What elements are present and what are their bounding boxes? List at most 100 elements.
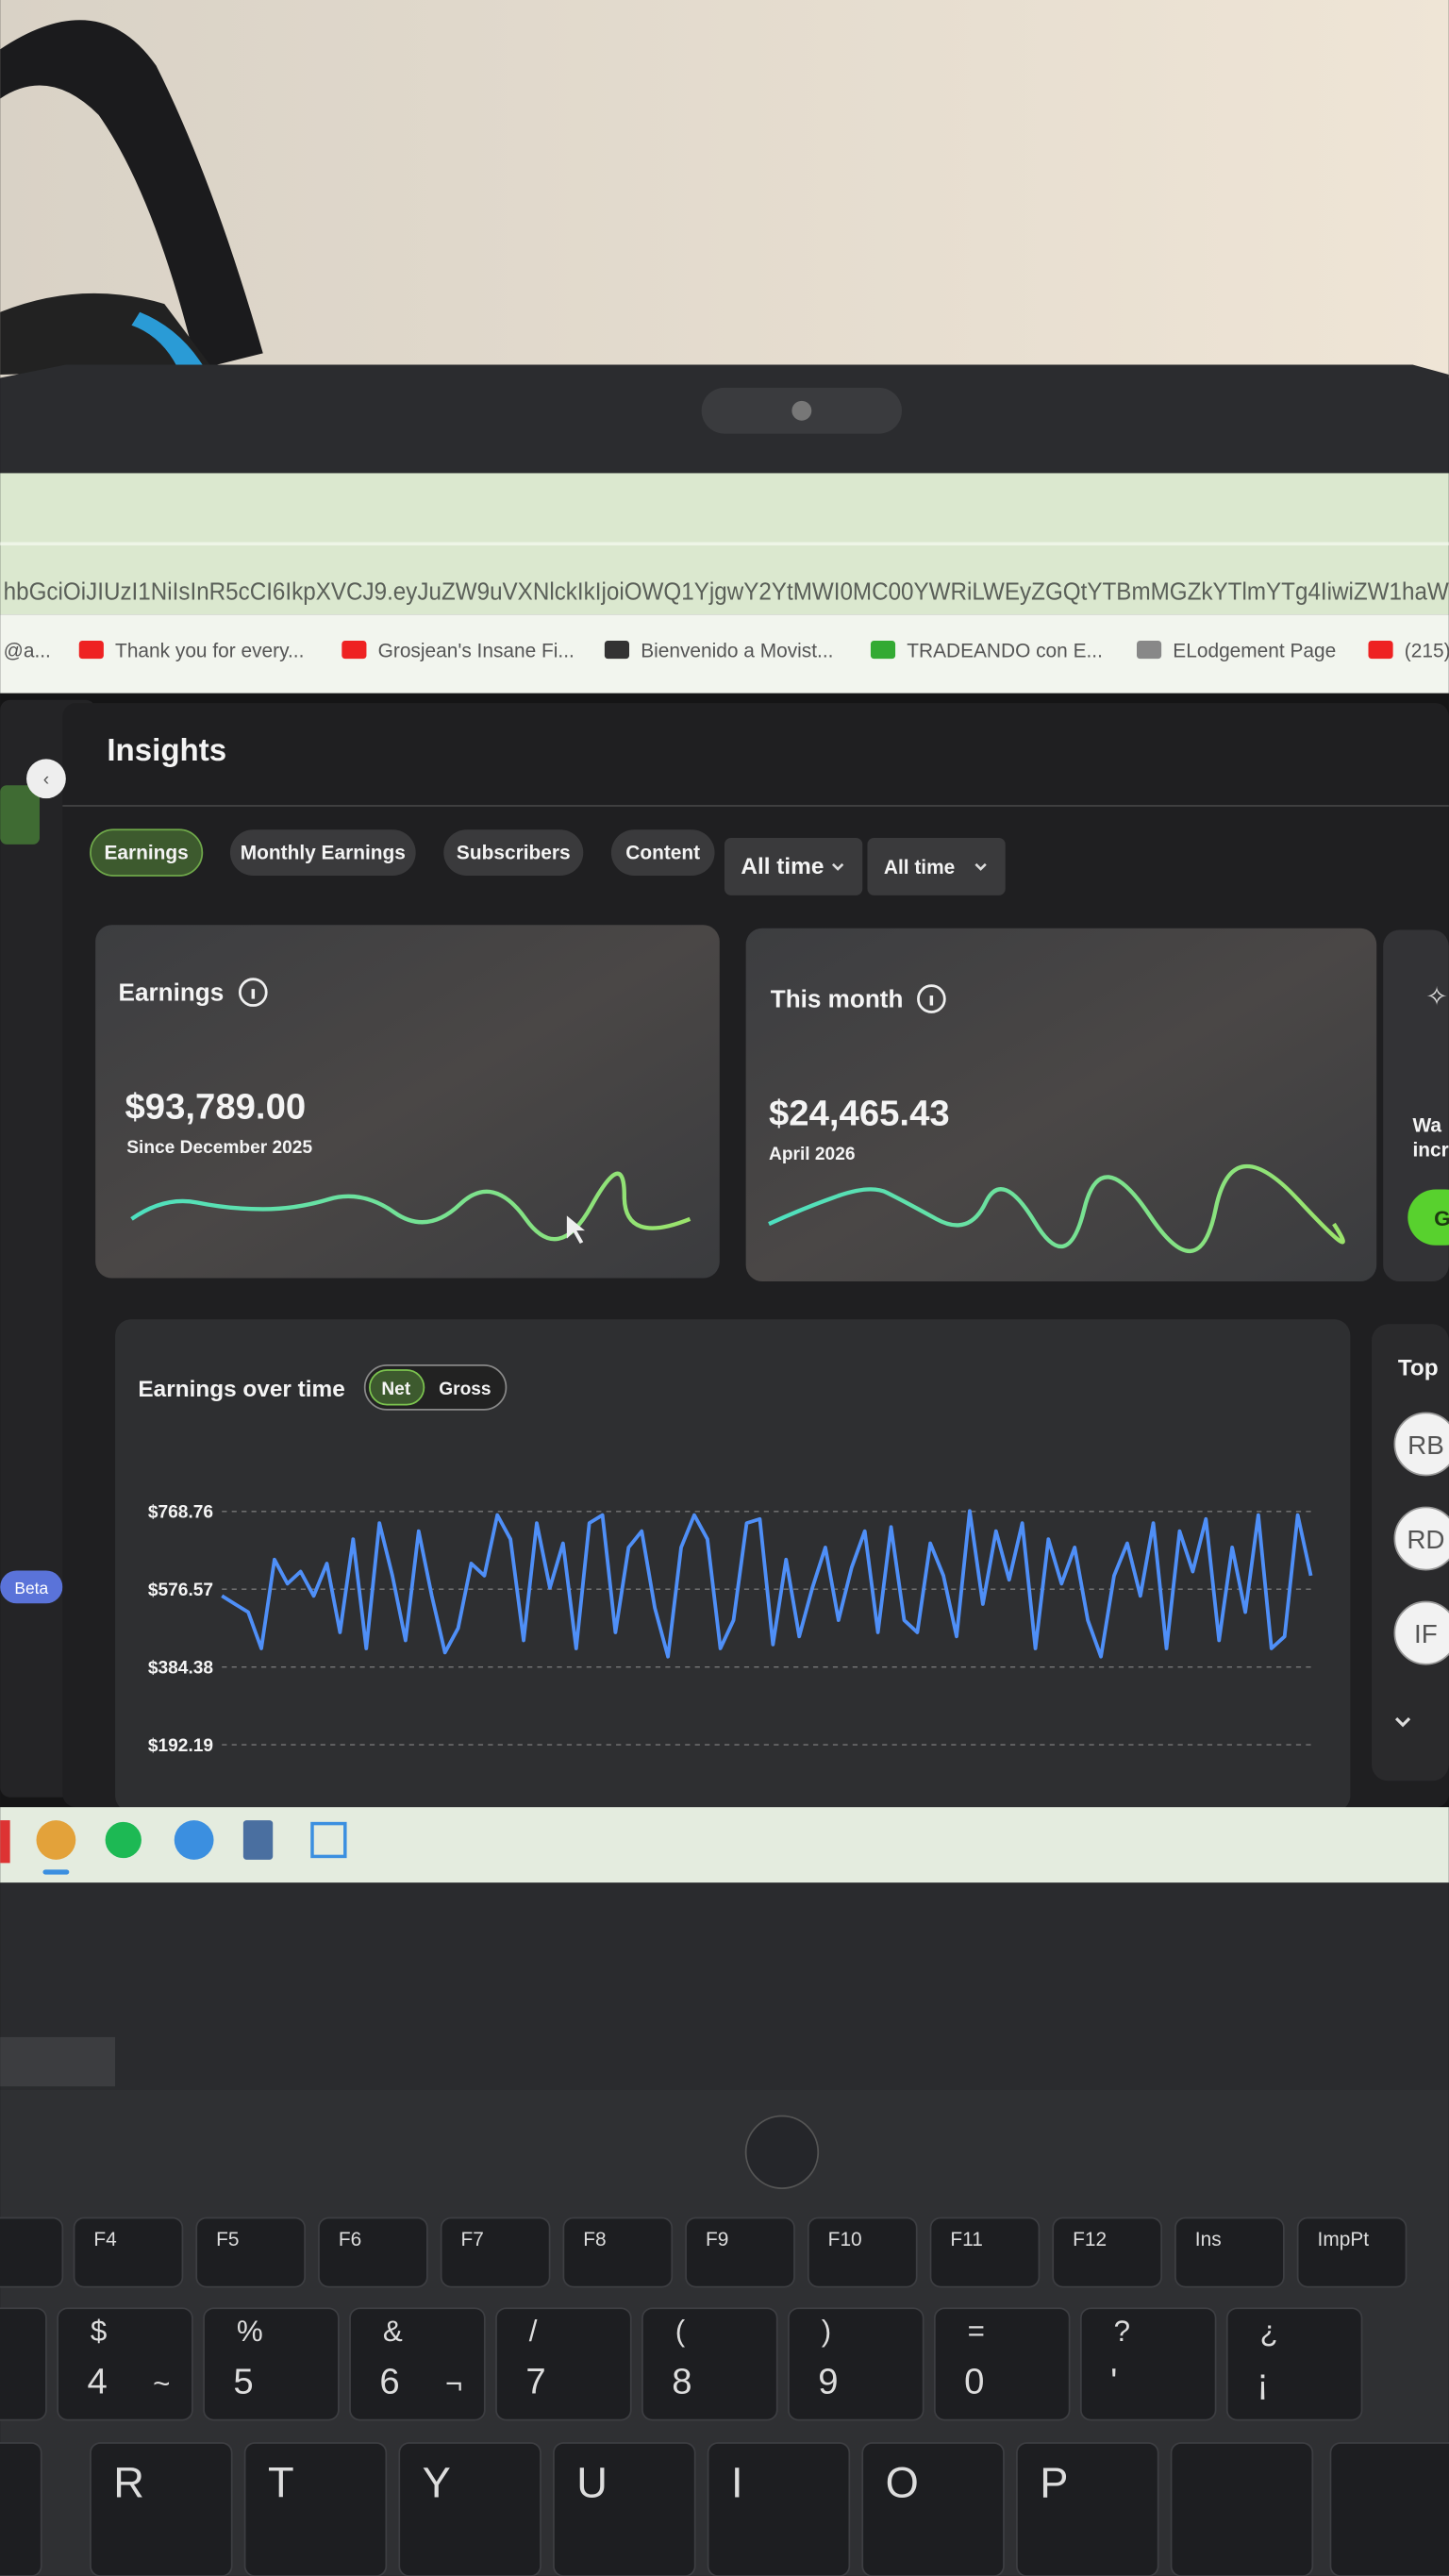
bookmark[interactable]: Bienvenido a Movist... (641, 640, 833, 661)
toggle-option[interactable]: Gross (439, 1380, 491, 1399)
bookmarks-bar (0, 614, 1449, 694)
key[interactable] (318, 2216, 428, 2288)
key-label: 8 (672, 2362, 691, 2402)
header-divider (62, 805, 1449, 807)
y-tick-label: $384.38 (148, 1659, 214, 1679)
key[interactable] (440, 2216, 551, 2288)
card-value: $24,465.43 (769, 1094, 950, 1134)
key[interactable] (1079, 2307, 1217, 2421)
key[interactable] (243, 2442, 388, 2576)
bookmark-icon (78, 641, 104, 660)
bookmark[interactable]: Thank you for every... (115, 640, 304, 661)
key[interactable] (0, 2307, 47, 2421)
avatar[interactable] (1393, 1412, 1449, 1477)
avatar[interactable] (1393, 1506, 1449, 1571)
info-icon[interactable] (917, 984, 946, 1013)
cards: Earnings $93,789.00 Since December 2025 Thi… (119, 978, 950, 1164)
filter-dropdown[interactable] (724, 837, 863, 895)
key[interactable] (90, 2442, 233, 2576)
key-label: ¬ (445, 2367, 462, 2400)
tab[interactable] (610, 829, 715, 876)
key[interactable] (1296, 2216, 1407, 2288)
key-label: 0 (964, 2362, 984, 2402)
key[interactable] (495, 2307, 632, 2421)
key-label: F6 (339, 2229, 361, 2250)
tab[interactable] (229, 829, 416, 876)
toggle-option[interactable]: Net (381, 1380, 410, 1399)
bookmark[interactable]: (215) (1405, 640, 1449, 661)
key-label: R (113, 2458, 144, 2506)
key[interactable] (1329, 2442, 1449, 2576)
top-list: Top RB RD IF (1393, 1355, 1449, 1728)
key[interactable] (562, 2216, 674, 2288)
key[interactable] (641, 2307, 778, 2421)
beta-badge (0, 1570, 63, 1604)
key[interactable] (73, 2216, 184, 2288)
key[interactable] (195, 2216, 307, 2288)
key[interactable] (788, 2307, 924, 2421)
key[interactable] (1016, 2442, 1159, 2576)
tab[interactable] (443, 829, 584, 876)
key-label: = (968, 2315, 985, 2348)
tab[interactable] (90, 828, 204, 877)
key[interactable] (929, 2216, 1041, 2288)
sparkline (768, 1163, 1345, 1254)
power-button[interactable] (744, 2115, 820, 2189)
key[interactable] (707, 2442, 851, 2576)
bookmark-icon (604, 641, 630, 660)
webcam (791, 400, 812, 421)
key-label: F11 (950, 2229, 982, 2250)
key[interactable] (553, 2442, 696, 2576)
key[interactable] (1174, 2216, 1285, 2288)
sparkline (130, 1171, 691, 1242)
key-label: ' (1110, 2362, 1117, 2402)
url: hbGciOiJIUzI1NiIsInR5cCI6IkpXVCJ9.eyJuZW… (4, 577, 1449, 605)
tabs: Earnings Monthly Earnings Subscribers Conte… (90, 828, 1006, 895)
headphones (0, 20, 263, 370)
bookmark[interactable]: ELodgement Page (1173, 640, 1336, 661)
key[interactable] (0, 2442, 42, 2576)
card-title: Earnings (119, 978, 225, 1006)
key-label: F12 (1073, 2229, 1107, 2250)
key[interactable] (1052, 2216, 1162, 2288)
collapse-icon: ‹ (43, 770, 49, 790)
key[interactable] (933, 2307, 1071, 2421)
chart-title: Earnings over time (138, 1377, 344, 1402)
card-title: This month (771, 984, 904, 1012)
collapse-button[interactable] (26, 759, 66, 799)
key[interactable] (57, 2307, 193, 2421)
key[interactable] (861, 2442, 1005, 2576)
line-series (221, 1509, 1313, 1659)
tab-label: Monthly Earnings (241, 843, 406, 864)
key[interactable] (0, 2216, 64, 2288)
key-label: ( (675, 2315, 686, 2348)
key[interactable] (685, 2216, 795, 2288)
bookmark[interactable]: Grosjean's Insane Fi... (378, 640, 575, 661)
key-label: $ (91, 2315, 107, 2348)
key-label: Ins (1195, 2229, 1222, 2250)
key-label: ¡ (1257, 2362, 1269, 2402)
info-icon-bar (251, 989, 256, 999)
bookmark[interactable]: @a... (4, 640, 51, 661)
filter-dropdown[interactable] (867, 837, 1006, 895)
bookmark[interactable]: TRADEANDO con E... (907, 640, 1103, 661)
key[interactable] (1225, 2307, 1363, 2421)
avatar[interactable] (1393, 1600, 1449, 1665)
avatar-initials: RB (1407, 1430, 1444, 1460)
avatar-initials: RD (1407, 1525, 1444, 1554)
taskbar (0, 1807, 1449, 1883)
key[interactable] (1170, 2442, 1314, 2576)
y-tick-label: $576.57 (148, 1581, 213, 1600)
tab-label: Content (625, 843, 700, 864)
info-icon[interactable] (238, 978, 268, 1007)
key[interactable] (398, 2442, 541, 2576)
promo-button[interactable] (1407, 1189, 1449, 1246)
promo: Wa incr ✧ G (1407, 982, 1449, 1246)
key[interactable] (203, 2307, 340, 2421)
key[interactable] (349, 2307, 486, 2421)
key[interactable] (807, 2216, 918, 2288)
toggle-active[interactable] (369, 1369, 425, 1406)
key-label: ¿ (1260, 2315, 1278, 2348)
bookmark-icon (341, 641, 367, 660)
